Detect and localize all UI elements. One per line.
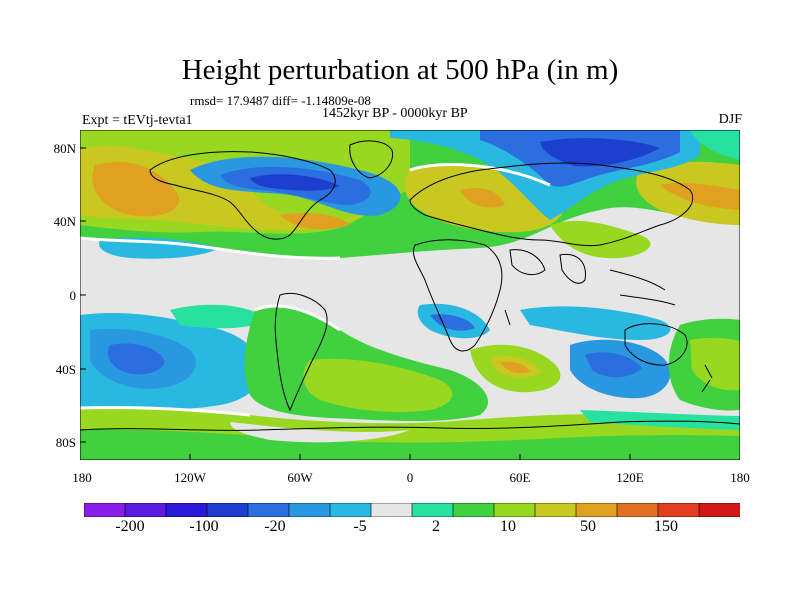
season-label: DJF — [718, 112, 742, 127]
colorbar-swatch — [657, 503, 700, 517]
x-tick-label: 0 — [406, 470, 414, 485]
stats-text: rmsd= 17.9487 diff= -1.14809e-08 — [190, 93, 371, 108]
colorbar-label: 10 — [500, 518, 516, 535]
colorbar-swatch — [84, 503, 126, 517]
y-tick-label: 0 — [69, 288, 77, 303]
colorbar-swatch — [698, 503, 740, 517]
colorbar-label: -5 — [353, 518, 367, 535]
colorbar-swatch — [370, 503, 413, 517]
map-plot — [80, 130, 740, 460]
colorbar-swatch — [124, 503, 167, 517]
colorbar-swatch — [206, 503, 249, 517]
x-tick-label: 180 — [730, 470, 750, 485]
colorbar-label: -100 — [189, 518, 219, 535]
colorbar-swatch — [329, 503, 372, 517]
zero-contours — [80, 163, 551, 417]
colorbar-swatch — [616, 503, 659, 517]
colorbar-swatch — [247, 503, 290, 517]
colorbar-swatch — [534, 503, 577, 517]
colorbar-swatch — [288, 503, 331, 517]
x-tick-label: 60E — [509, 470, 531, 485]
axis-ticks — [80, 147, 631, 460]
colorbar-label: -200 — [115, 518, 145, 535]
period-label: 1452kyr BP - 0000kyr BP — [322, 106, 468, 121]
y-tick-label: 40S — [55, 362, 76, 377]
coastlines — [80, 140, 740, 431]
colorbar-swatch — [575, 503, 618, 517]
colorbar-label: 150 — [654, 518, 678, 535]
colorbar-swatch — [165, 503, 208, 517]
colorbar-label: 50 — [580, 518, 596, 535]
plot-title: Height perturbation at 500 hPa (in m) — [181, 54, 619, 86]
colorbar-swatch — [493, 503, 536, 517]
colorbar-label: -20 — [264, 518, 286, 535]
colorbar-swatch — [452, 503, 495, 517]
x-tick-label: 120E — [616, 470, 644, 485]
x-tick-label: 180 — [72, 470, 92, 485]
experiment-label: Expt = tEVtj-tevta1 — [82, 113, 193, 128]
y-tick-label: 80N — [53, 141, 76, 156]
color-bar — [84, 503, 740, 517]
y-tick-label: 40N — [53, 214, 76, 229]
height-field-north — [80, 130, 740, 259]
y-tick-label: 80S — [55, 435, 76, 450]
x-tick-label: 60W — [287, 470, 313, 485]
colorbar-label: 2 — [432, 518, 440, 535]
x-tick-label: 120W — [174, 470, 206, 485]
height-field-south — [80, 303, 740, 460]
colorbar-swatch — [411, 503, 454, 517]
